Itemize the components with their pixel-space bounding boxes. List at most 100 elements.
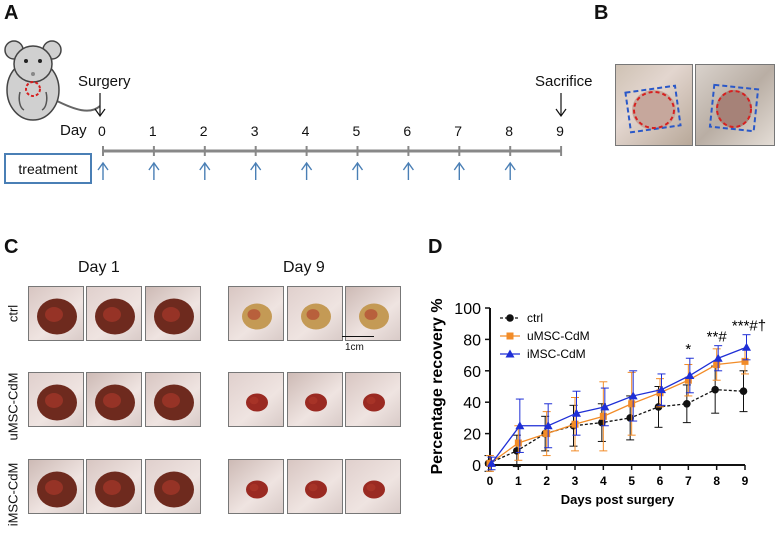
wound-photo-r2-c3 (145, 372, 201, 427)
wound-photo-b1 (615, 64, 693, 146)
day-label-0: 0 (98, 123, 106, 139)
treatment-arrow (97, 161, 109, 180)
wound-photo-r3-c4 (228, 459, 284, 514)
data-point (506, 314, 514, 322)
row-label-imsc: iMSC-CdM (5, 462, 21, 527)
day-label-7: 7 (454, 123, 463, 139)
data-point (685, 371, 695, 380)
data-point (711, 385, 719, 394)
day9-label: Day 9 (283, 259, 325, 276)
treatment-arrow (402, 161, 414, 180)
x-tick-label: 3 (572, 474, 579, 488)
recovery-chart: 0 20 40 60 80 100 0 1 2 3 4 5 6 7 8 9 Percentage recover… (429, 298, 766, 507)
legend-label: uMSC-CdM (527, 329, 590, 343)
wound-photo-b2 (695, 64, 775, 146)
wound-photo-r2-c5 (287, 372, 343, 427)
annotation-mark: **# (707, 329, 728, 346)
x-tick-label: 8 (713, 474, 720, 488)
x-tick-label: 9 (742, 474, 749, 488)
data-point (683, 399, 691, 408)
data-point (713, 353, 723, 362)
wound-photo-r1-c1 (28, 286, 84, 341)
treatment-arrow (148, 161, 160, 180)
x-tick-label: 5 (628, 474, 635, 488)
surgery-label: Surgery (78, 73, 131, 90)
annotation-mark: ***#† (732, 318, 766, 335)
wound-photo-r2-c1 (28, 372, 84, 427)
day1-label: Day 1 (78, 259, 120, 276)
mouse-illustration (4, 40, 101, 121)
day-label: Day (60, 122, 87, 139)
treatment-arrow (199, 161, 211, 180)
data-point (543, 430, 551, 438)
data-point (657, 385, 666, 394)
timeline-figure (4, 40, 567, 180)
day-label-4: 4 (301, 123, 310, 139)
panel-label-c: C (4, 236, 19, 258)
day-label-3: 3 (250, 123, 259, 139)
series-ctrl (484, 365, 748, 472)
wound-photo-r2-c4 (228, 372, 284, 427)
data-point (515, 421, 525, 430)
treatment-label: treatment (18, 160, 78, 177)
x-tick-label: 6 (657, 474, 664, 488)
day-label-6: 6 (403, 123, 412, 139)
treatment-arrow (301, 161, 313, 180)
series-uMSC-CdM (486, 348, 749, 472)
wound-photo-r3-c3 (145, 459, 201, 514)
series-line (489, 360, 746, 464)
y-tick-label: 20 (463, 427, 481, 444)
row-label-ctrl: ctrl (5, 304, 21, 323)
x-tick-label: 2 (543, 474, 550, 488)
y-tick-label: 100 (454, 301, 481, 318)
legend-label: ctrl (527, 311, 543, 325)
series-iMSC-CdM (487, 334, 751, 471)
x-axis-label: Days post surgery (561, 492, 675, 507)
wound-photo-r2-c6 (345, 372, 401, 427)
row-label-umsc: uMSC-CdM (5, 372, 21, 441)
wound-photo-r1-c6 (345, 286, 401, 341)
scale-bar (342, 336, 374, 337)
data-point (684, 376, 692, 384)
y-tick-label: 80 (463, 332, 481, 349)
data-point (742, 342, 751, 351)
legend-label: iMSC-CdM (527, 347, 586, 361)
day-label-9: 9 (556, 123, 564, 139)
wound-photo-r2-c2 (86, 372, 142, 427)
y-tick-label: 60 (463, 364, 481, 381)
data-point (571, 420, 579, 428)
treatment-arrow (250, 161, 262, 180)
wound-photo-r1-c3 (145, 286, 201, 341)
annotation-mark: * (685, 341, 691, 358)
wound-photo-r3-c2 (86, 459, 142, 514)
significance-annotations: * **#***#† (685, 318, 766, 359)
x-tick-label: 1 (515, 474, 522, 488)
panel-label-b: B (594, 2, 609, 24)
data-point (599, 412, 607, 420)
data-point (506, 332, 514, 340)
data-point (543, 421, 553, 430)
data-point (741, 357, 749, 365)
day-label-8: 8 (505, 123, 513, 139)
legend: ctrl uMSC-CdM iMSC-CdM (500, 311, 590, 361)
data-point (713, 361, 721, 369)
wound-photo-r3-c5 (287, 459, 343, 514)
wound-photo-r3-c6 (345, 459, 401, 514)
series-line (488, 388, 744, 465)
panel-label-d: D (428, 236, 443, 258)
y-axis-label: Percentage recovery % (429, 298, 446, 474)
y-tick-label: 40 (463, 395, 481, 412)
y-tick-label: 0 (472, 458, 481, 475)
data-point (514, 439, 522, 447)
day-label-5: 5 (352, 123, 361, 139)
data-point (572, 408, 581, 417)
treatment-arrow (351, 161, 364, 180)
wound-photo-r3-c1 (28, 459, 84, 514)
data-point (628, 391, 638, 400)
wound-photo-r1-c2 (86, 286, 142, 341)
x-tick-label: 7 (685, 474, 692, 488)
series-line (490, 346, 747, 464)
treatment-arrow (453, 161, 465, 180)
x-tick-label: 0 (487, 474, 494, 488)
day-label-2: 2 (199, 123, 208, 139)
